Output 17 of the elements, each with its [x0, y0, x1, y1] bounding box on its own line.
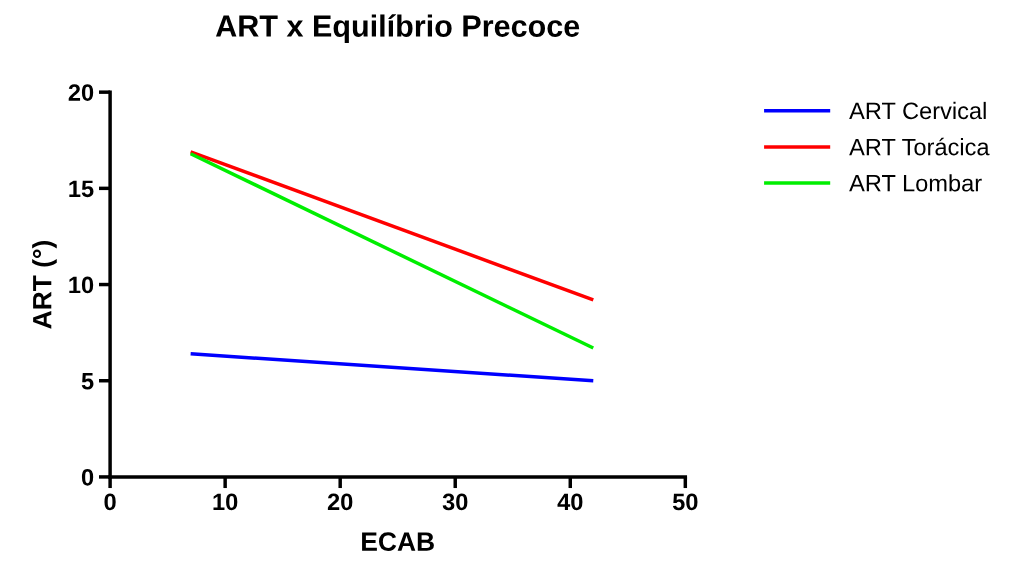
legend-label: ART Lombar	[849, 174, 982, 192]
x-tick-label: 30	[442, 493, 468, 511]
y-axis-title: ART (°)	[32, 241, 57, 329]
y-tick-label: 15	[69, 180, 94, 198]
x-tick-label: 0	[104, 493, 116, 511]
y-tick-label: 20	[68, 84, 94, 101]
y-tick-label: 10	[69, 276, 94, 294]
x-tick-label: 10	[213, 493, 238, 511]
y-tick-label: 5	[81, 373, 94, 390]
legend-label: ART Torácica	[849, 137, 990, 156]
x-tick-label: 50	[672, 493, 698, 511]
x-tick-label: 20	[327, 493, 353, 511]
y-tick-label: 0	[81, 469, 94, 486]
legend-label: ART Cervical	[849, 101, 986, 120]
x-tick-label: 40	[557, 493, 583, 511]
x-axis-title: ECAB	[362, 532, 434, 551]
chart-title: ART x Equilíbrio Precoce	[215, 14, 580, 43]
